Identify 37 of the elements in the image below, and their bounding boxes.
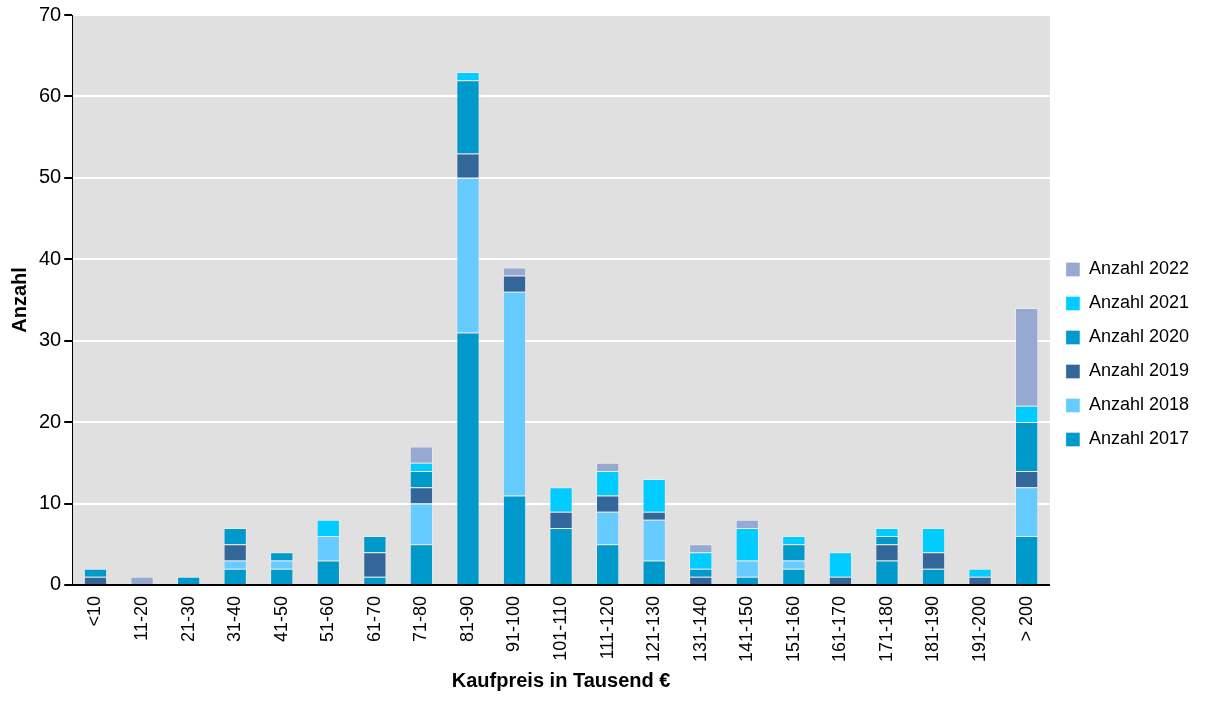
x-tick-label: 121-130 bbox=[643, 595, 664, 662]
x-tick-label: 111-120 bbox=[596, 595, 617, 660]
x-axis-title: Kaufpreis in Tausend € bbox=[451, 668, 671, 691]
legend-label: Anzahl 2022 bbox=[1088, 258, 1190, 279]
y-tick-label: 40 bbox=[39, 246, 62, 269]
y-axis-title: Anzahl bbox=[7, 267, 30, 333]
x-tick-label: 21-30 bbox=[177, 595, 198, 642]
y-tick-label: 60 bbox=[39, 83, 62, 106]
x-tick-label: 51-60 bbox=[317, 595, 338, 642]
x-tick-label: <10 bbox=[84, 595, 105, 627]
y-tick-label: 0 bbox=[50, 572, 62, 595]
x-tick-label: 141-150 bbox=[736, 595, 757, 662]
legend-label: Anzahl 2021 bbox=[1088, 292, 1190, 313]
legend-label: Anzahl 2020 bbox=[1088, 326, 1190, 347]
x-tick-label: 11-20 bbox=[131, 595, 152, 641]
y-tick-label: 50 bbox=[39, 165, 62, 188]
x-tick-label: 131-140 bbox=[689, 595, 710, 662]
x-tick-label: 71-80 bbox=[410, 595, 431, 642]
y-tick-label: 20 bbox=[39, 409, 62, 432]
x-tick-label: 31-40 bbox=[224, 595, 245, 642]
x-tick-label: > 200 bbox=[1015, 595, 1036, 642]
x-tick-label: 61-70 bbox=[363, 595, 384, 642]
legend-label: Anzahl 2019 bbox=[1088, 360, 1190, 381]
legend-label: Anzahl 2017 bbox=[1088, 428, 1190, 449]
x-tick-label: 101-110 bbox=[550, 595, 571, 661]
y-tick-label: 70 bbox=[39, 2, 62, 25]
y-tick-label: 30 bbox=[39, 328, 62, 351]
x-tick-label: 151-160 bbox=[782, 595, 803, 662]
x-tick-label: 91-100 bbox=[503, 595, 524, 652]
x-tick-label: 81-90 bbox=[456, 595, 477, 642]
x-tick-label: 171-180 bbox=[875, 595, 896, 662]
y-tick-label: 10 bbox=[39, 491, 62, 514]
legend-label: Anzahl 2018 bbox=[1088, 394, 1190, 415]
x-tick-label: 41-50 bbox=[270, 595, 291, 642]
x-tick-label: 191-200 bbox=[969, 595, 990, 662]
x-tick-label: 161-170 bbox=[829, 595, 850, 662]
x-tick-label: 181-190 bbox=[922, 595, 943, 662]
